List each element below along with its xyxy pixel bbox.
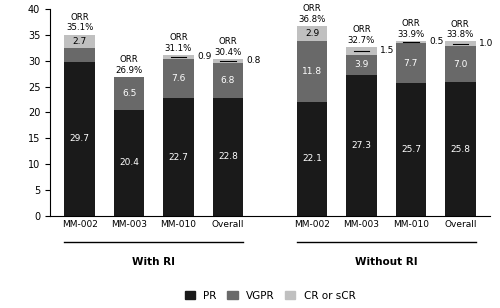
Text: 27.3: 27.3 bbox=[352, 141, 372, 150]
Bar bbox=[296, 26, 328, 41]
Text: ORR
33.8%: ORR 33.8% bbox=[446, 20, 474, 39]
Text: 1.0: 1.0 bbox=[479, 39, 494, 48]
Text: 22.7: 22.7 bbox=[168, 152, 188, 161]
Text: 2.9: 2.9 bbox=[305, 29, 319, 38]
Text: Without RI: Without RI bbox=[355, 257, 418, 267]
Text: ORR
30.4%: ORR 30.4% bbox=[214, 37, 242, 57]
Text: 6.5: 6.5 bbox=[122, 89, 136, 98]
Bar bbox=[163, 99, 194, 216]
Bar bbox=[346, 47, 377, 55]
Text: ORR
31.1%: ORR 31.1% bbox=[165, 33, 192, 53]
Text: 11.8: 11.8 bbox=[302, 67, 322, 76]
Text: With RI: With RI bbox=[132, 257, 176, 267]
Bar bbox=[212, 59, 244, 63]
Text: 1.5: 1.5 bbox=[380, 46, 394, 55]
Bar bbox=[296, 41, 328, 102]
Text: ORR
36.8%: ORR 36.8% bbox=[298, 4, 326, 24]
Text: 25.7: 25.7 bbox=[401, 145, 421, 154]
Bar bbox=[212, 98, 244, 216]
Bar bbox=[212, 63, 244, 98]
Text: 7.0: 7.0 bbox=[453, 60, 468, 69]
Bar bbox=[396, 41, 426, 43]
Legend: PR, VGPR, CR or sCR: PR, VGPR, CR or sCR bbox=[184, 291, 356, 301]
Bar bbox=[296, 102, 328, 216]
Bar bbox=[114, 110, 144, 216]
Bar bbox=[396, 83, 426, 216]
Text: 7.7: 7.7 bbox=[404, 59, 418, 68]
Bar bbox=[114, 77, 144, 110]
Bar bbox=[445, 83, 476, 216]
Bar bbox=[163, 55, 194, 59]
Bar bbox=[64, 63, 95, 216]
Bar bbox=[346, 55, 377, 75]
Text: 3.9: 3.9 bbox=[354, 60, 368, 69]
Text: 0.9: 0.9 bbox=[198, 52, 211, 62]
Text: ORR
35.1%: ORR 35.1% bbox=[66, 13, 94, 32]
Text: ORR
32.7%: ORR 32.7% bbox=[348, 26, 375, 45]
Text: ORR
26.9%: ORR 26.9% bbox=[116, 55, 142, 75]
Text: 0.5: 0.5 bbox=[430, 38, 444, 47]
Text: 0.8: 0.8 bbox=[247, 56, 261, 65]
Text: 6.8: 6.8 bbox=[221, 76, 235, 85]
Text: 22.8: 22.8 bbox=[218, 152, 238, 161]
Bar bbox=[445, 47, 476, 83]
Text: 25.8: 25.8 bbox=[450, 144, 470, 154]
Text: 2.7: 2.7 bbox=[72, 37, 87, 46]
Text: 29.7: 29.7 bbox=[70, 135, 89, 144]
Text: 22.1: 22.1 bbox=[302, 154, 322, 163]
Bar bbox=[163, 59, 194, 99]
Text: 20.4: 20.4 bbox=[119, 159, 139, 168]
Bar bbox=[64, 48, 95, 63]
Bar bbox=[396, 43, 426, 83]
Bar bbox=[64, 34, 95, 48]
Bar bbox=[346, 75, 377, 216]
Bar bbox=[445, 41, 476, 47]
Text: 7.6: 7.6 bbox=[172, 75, 185, 83]
Text: ORR
33.9%: ORR 33.9% bbox=[398, 19, 424, 38]
